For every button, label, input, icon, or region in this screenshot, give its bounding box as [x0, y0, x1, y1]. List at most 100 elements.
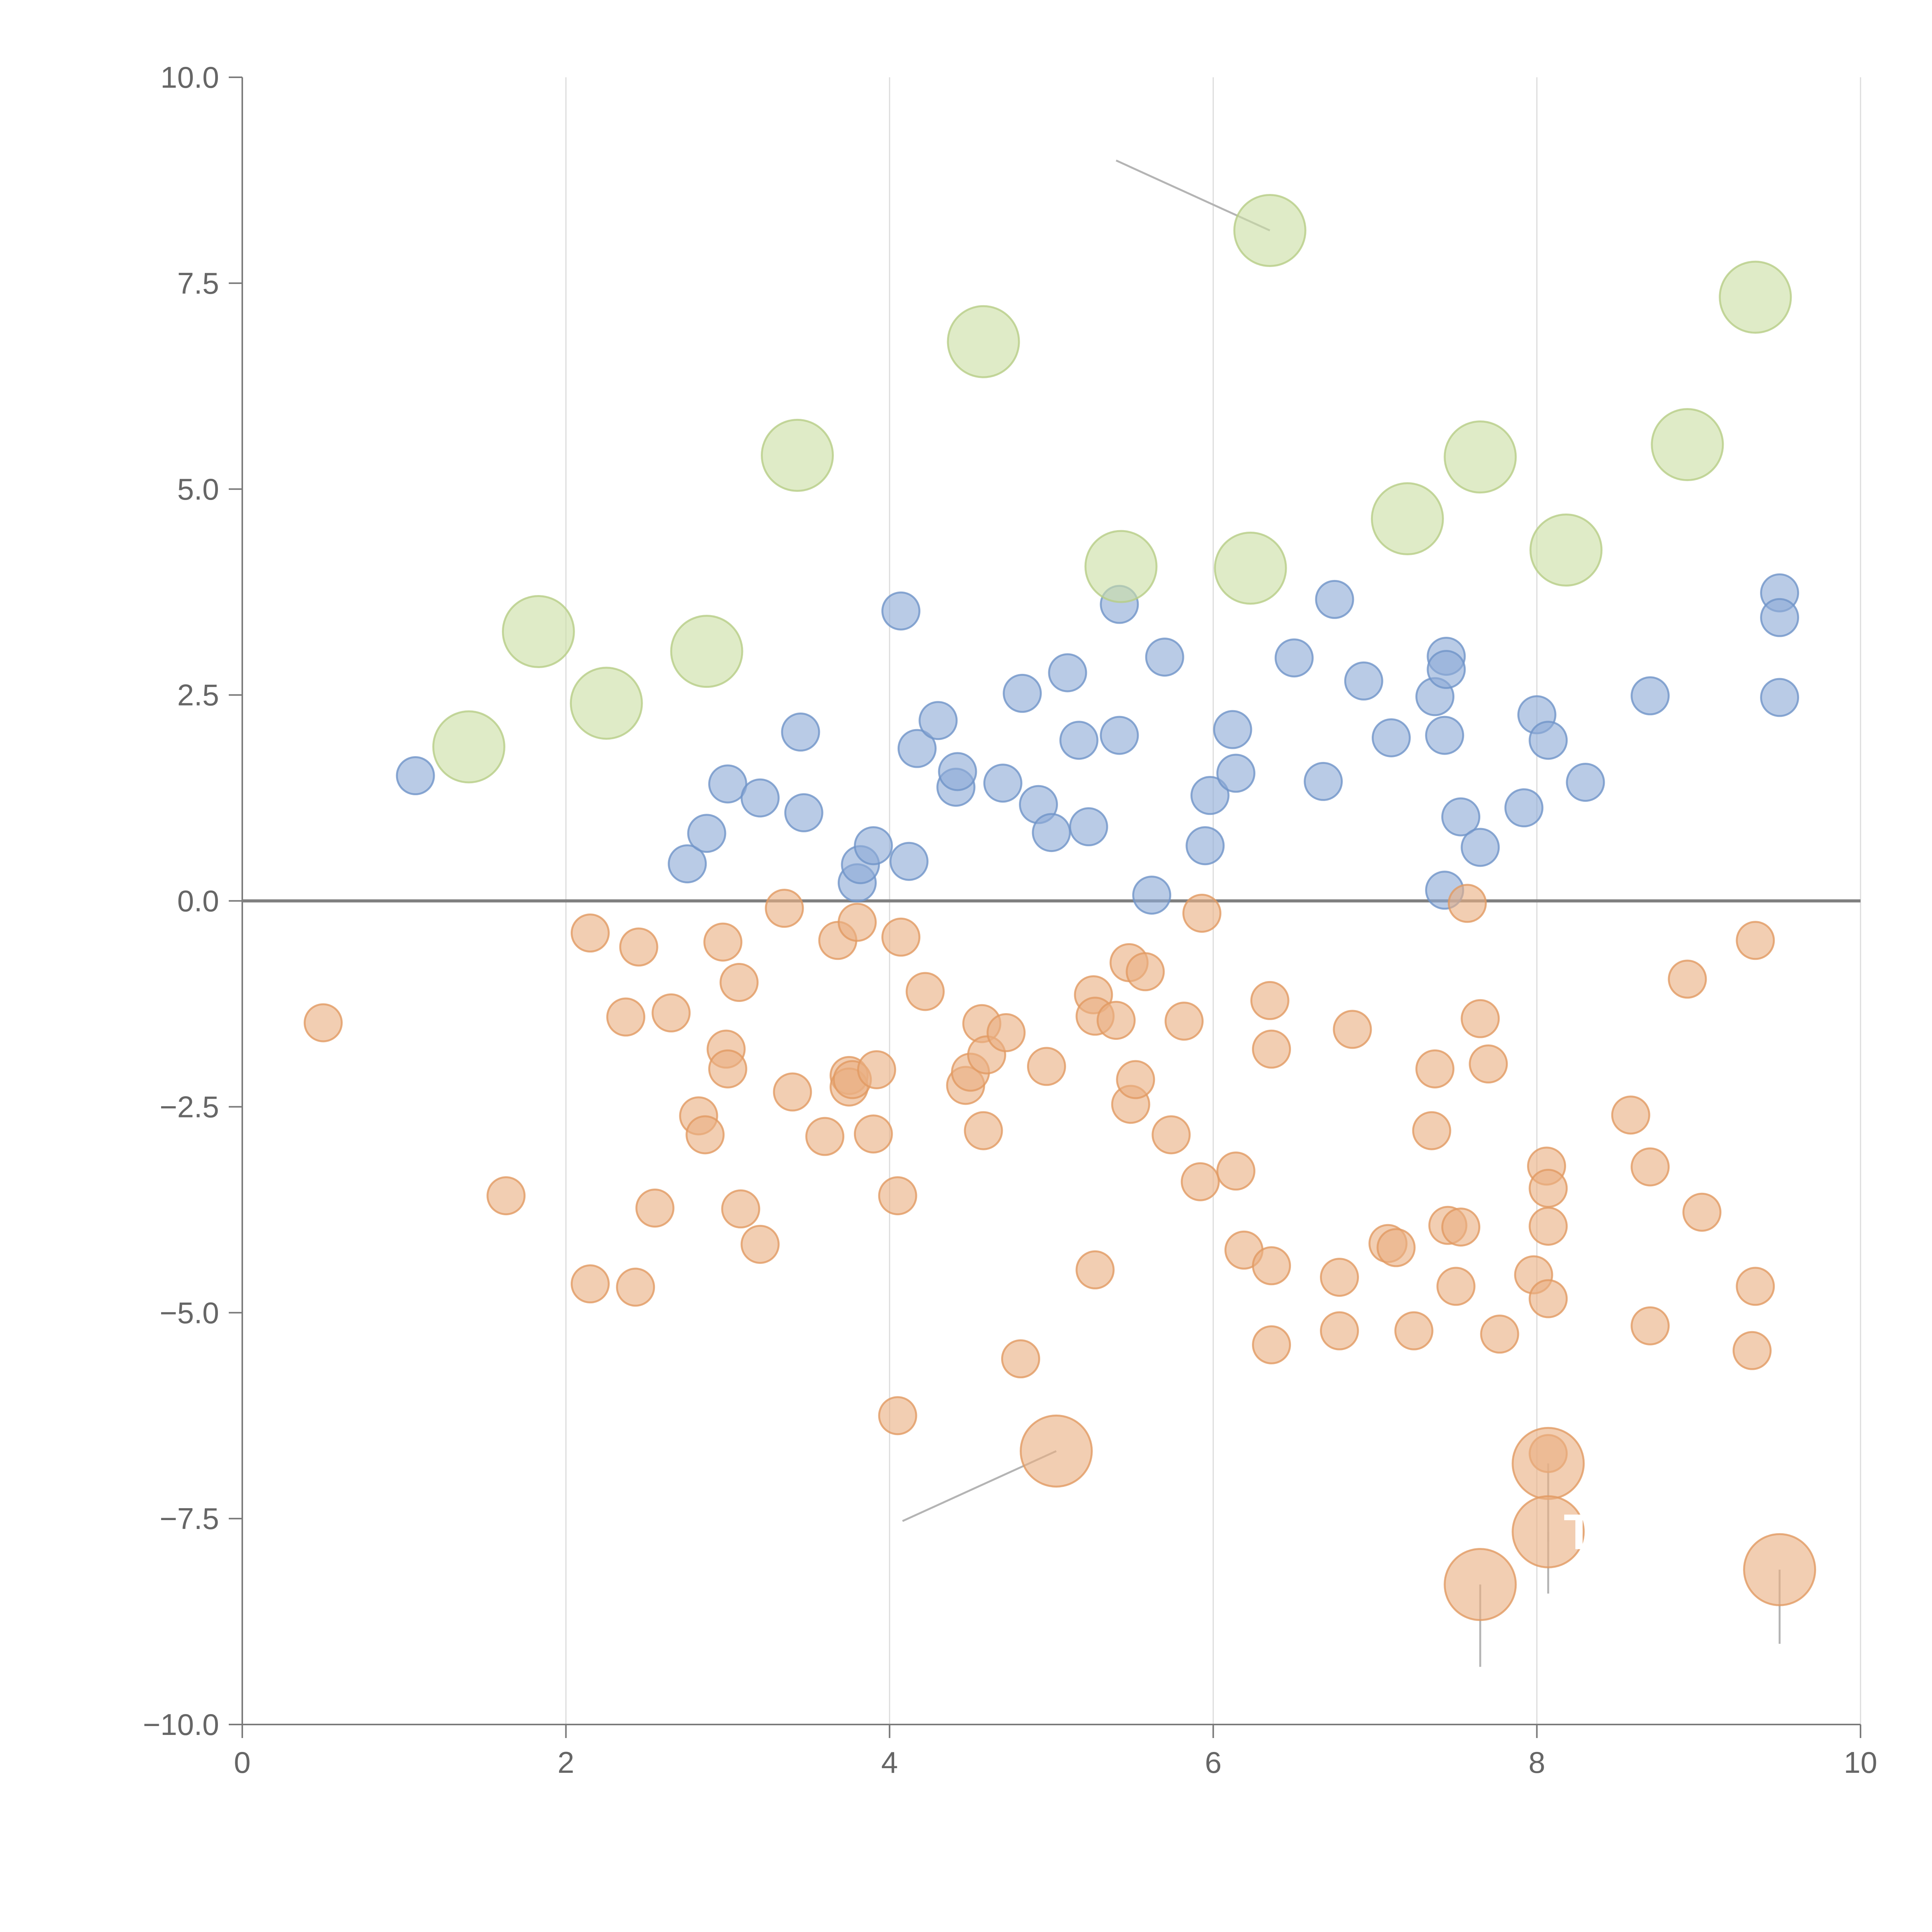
- point-orange-27: [878, 1176, 917, 1216]
- point-orange-7: [635, 1189, 675, 1228]
- point-orange-6: [619, 927, 658, 967]
- y-tick-label-8: −10.0: [143, 1708, 219, 1742]
- annotation-label-0: T: [1564, 1503, 1594, 1560]
- x-tick-label-1: 2: [558, 1745, 574, 1779]
- point-blue-29: [1213, 710, 1252, 749]
- point-green-8: [1233, 194, 1306, 267]
- point-orange-84: [1736, 921, 1775, 960]
- point-blue-26: [1145, 638, 1184, 677]
- point-blue-38: [1425, 716, 1464, 755]
- point-blue-5: [781, 713, 820, 752]
- x-tick-label-3: 6: [1205, 1745, 1221, 1779]
- point-green-1: [502, 595, 575, 668]
- point-orange-large-3: [1512, 1495, 1585, 1568]
- point-blue-6: [784, 793, 823, 832]
- point-orange-80: [1631, 1306, 1670, 1345]
- data-points: [303, 194, 1816, 1621]
- point-orange-56: [1252, 1325, 1291, 1364]
- point-green-10: [1444, 420, 1517, 494]
- point-orange-59: [1333, 1010, 1372, 1049]
- point-blue-46: [1566, 763, 1605, 802]
- point-green-3: [670, 615, 743, 688]
- point-orange-36: [986, 1013, 1026, 1053]
- point-orange-78: [1611, 1095, 1650, 1135]
- point-blue-15: [938, 752, 977, 791]
- point-orange-54: [1252, 1029, 1291, 1069]
- point-blue-47: [1631, 676, 1670, 716]
- point-blue-2: [687, 814, 726, 853]
- point-orange-29: [881, 917, 921, 957]
- point-orange-53: [1250, 981, 1289, 1020]
- point-orange-24: [837, 903, 877, 942]
- point-blue-3: [708, 764, 747, 804]
- point-orange-79: [1631, 1147, 1670, 1187]
- point-orange-30: [905, 972, 945, 1011]
- point-orange-57: [1320, 1258, 1359, 1297]
- point-orange-74: [1529, 1168, 1568, 1208]
- x-tick-label-0: 0: [234, 1745, 250, 1779]
- point-blue-27: [1185, 826, 1225, 866]
- point-blue-16: [983, 764, 1022, 803]
- x-tick-label-2: 4: [881, 1745, 898, 1779]
- point-orange-69: [1461, 999, 1500, 1038]
- point-orange-38: [1027, 1047, 1066, 1086]
- point-orange-37: [1001, 1339, 1040, 1379]
- point-blue-45: [1529, 721, 1568, 760]
- point-orange-63: [1412, 1111, 1451, 1150]
- x-tick-label-4: 8: [1529, 1745, 1545, 1779]
- point-green-6: [1084, 530, 1158, 603]
- point-blue-1: [668, 844, 707, 884]
- point-green-9: [1371, 482, 1444, 555]
- point-orange-62: [1394, 1311, 1434, 1350]
- point-blue-12: [897, 729, 937, 768]
- point-blue-49: [1760, 598, 1799, 637]
- point-orange-11: [703, 922, 743, 962]
- point-blue-9: [854, 826, 893, 866]
- point-orange-70: [1469, 1044, 1508, 1084]
- point-orange-25: [854, 1114, 893, 1154]
- point-blue-43: [1504, 788, 1544, 828]
- y-tick-label-5: −2.5: [160, 1090, 219, 1124]
- point-orange-64: [1415, 1049, 1455, 1088]
- point-orange-76: [1529, 1279, 1568, 1318]
- point-orange-81: [1668, 959, 1707, 999]
- point-orange-42: [1097, 1001, 1136, 1040]
- point-orange-28: [878, 1396, 917, 1435]
- point-blue-17: [1003, 673, 1042, 713]
- point-orange-41: [1075, 1250, 1115, 1289]
- y-tick-label-7: −7.5: [160, 1502, 219, 1536]
- point-blue-0: [396, 756, 435, 796]
- point-orange-large-2: [1512, 1427, 1585, 1500]
- y-tick-label-6: −5.0: [160, 1296, 219, 1330]
- point-orange-51: [1216, 1151, 1255, 1191]
- point-orange-26: [857, 1050, 896, 1089]
- point-orange-71: [1480, 1315, 1519, 1354]
- point-orange-82: [1682, 1192, 1722, 1232]
- point-blue-4: [740, 778, 780, 818]
- point-blue-30: [1216, 753, 1255, 793]
- point-green-13: [1719, 260, 1792, 334]
- point-orange-46: [1126, 952, 1165, 992]
- point-orange-large-4: [1743, 1533, 1816, 1606]
- point-orange-13: [708, 1049, 747, 1088]
- point-orange-14: [719, 963, 759, 1002]
- point-orange-48: [1164, 1002, 1204, 1041]
- point-blue-50: [1760, 678, 1799, 717]
- point-orange-49: [1180, 1162, 1220, 1201]
- point-orange-15: [721, 1189, 760, 1229]
- point-green-4: [760, 418, 834, 492]
- point-orange-50: [1182, 893, 1221, 933]
- point-orange-17: [765, 889, 804, 928]
- point-orange-34: [964, 1111, 1003, 1150]
- annotation-labels: T: [1564, 1503, 1594, 1560]
- y-tick-label-0: 10.0: [160, 60, 219, 94]
- point-green-7: [1214, 531, 1287, 605]
- point-blue-10: [881, 591, 921, 631]
- point-blue-28: [1190, 776, 1230, 815]
- point-orange-85: [1736, 1267, 1775, 1306]
- point-blue-40: [1427, 650, 1466, 689]
- point-blue-35: [1371, 718, 1411, 757]
- point-blue-33: [1315, 580, 1354, 619]
- point-blue-21: [1059, 721, 1099, 760]
- point-orange-large-0: [1020, 1414, 1093, 1488]
